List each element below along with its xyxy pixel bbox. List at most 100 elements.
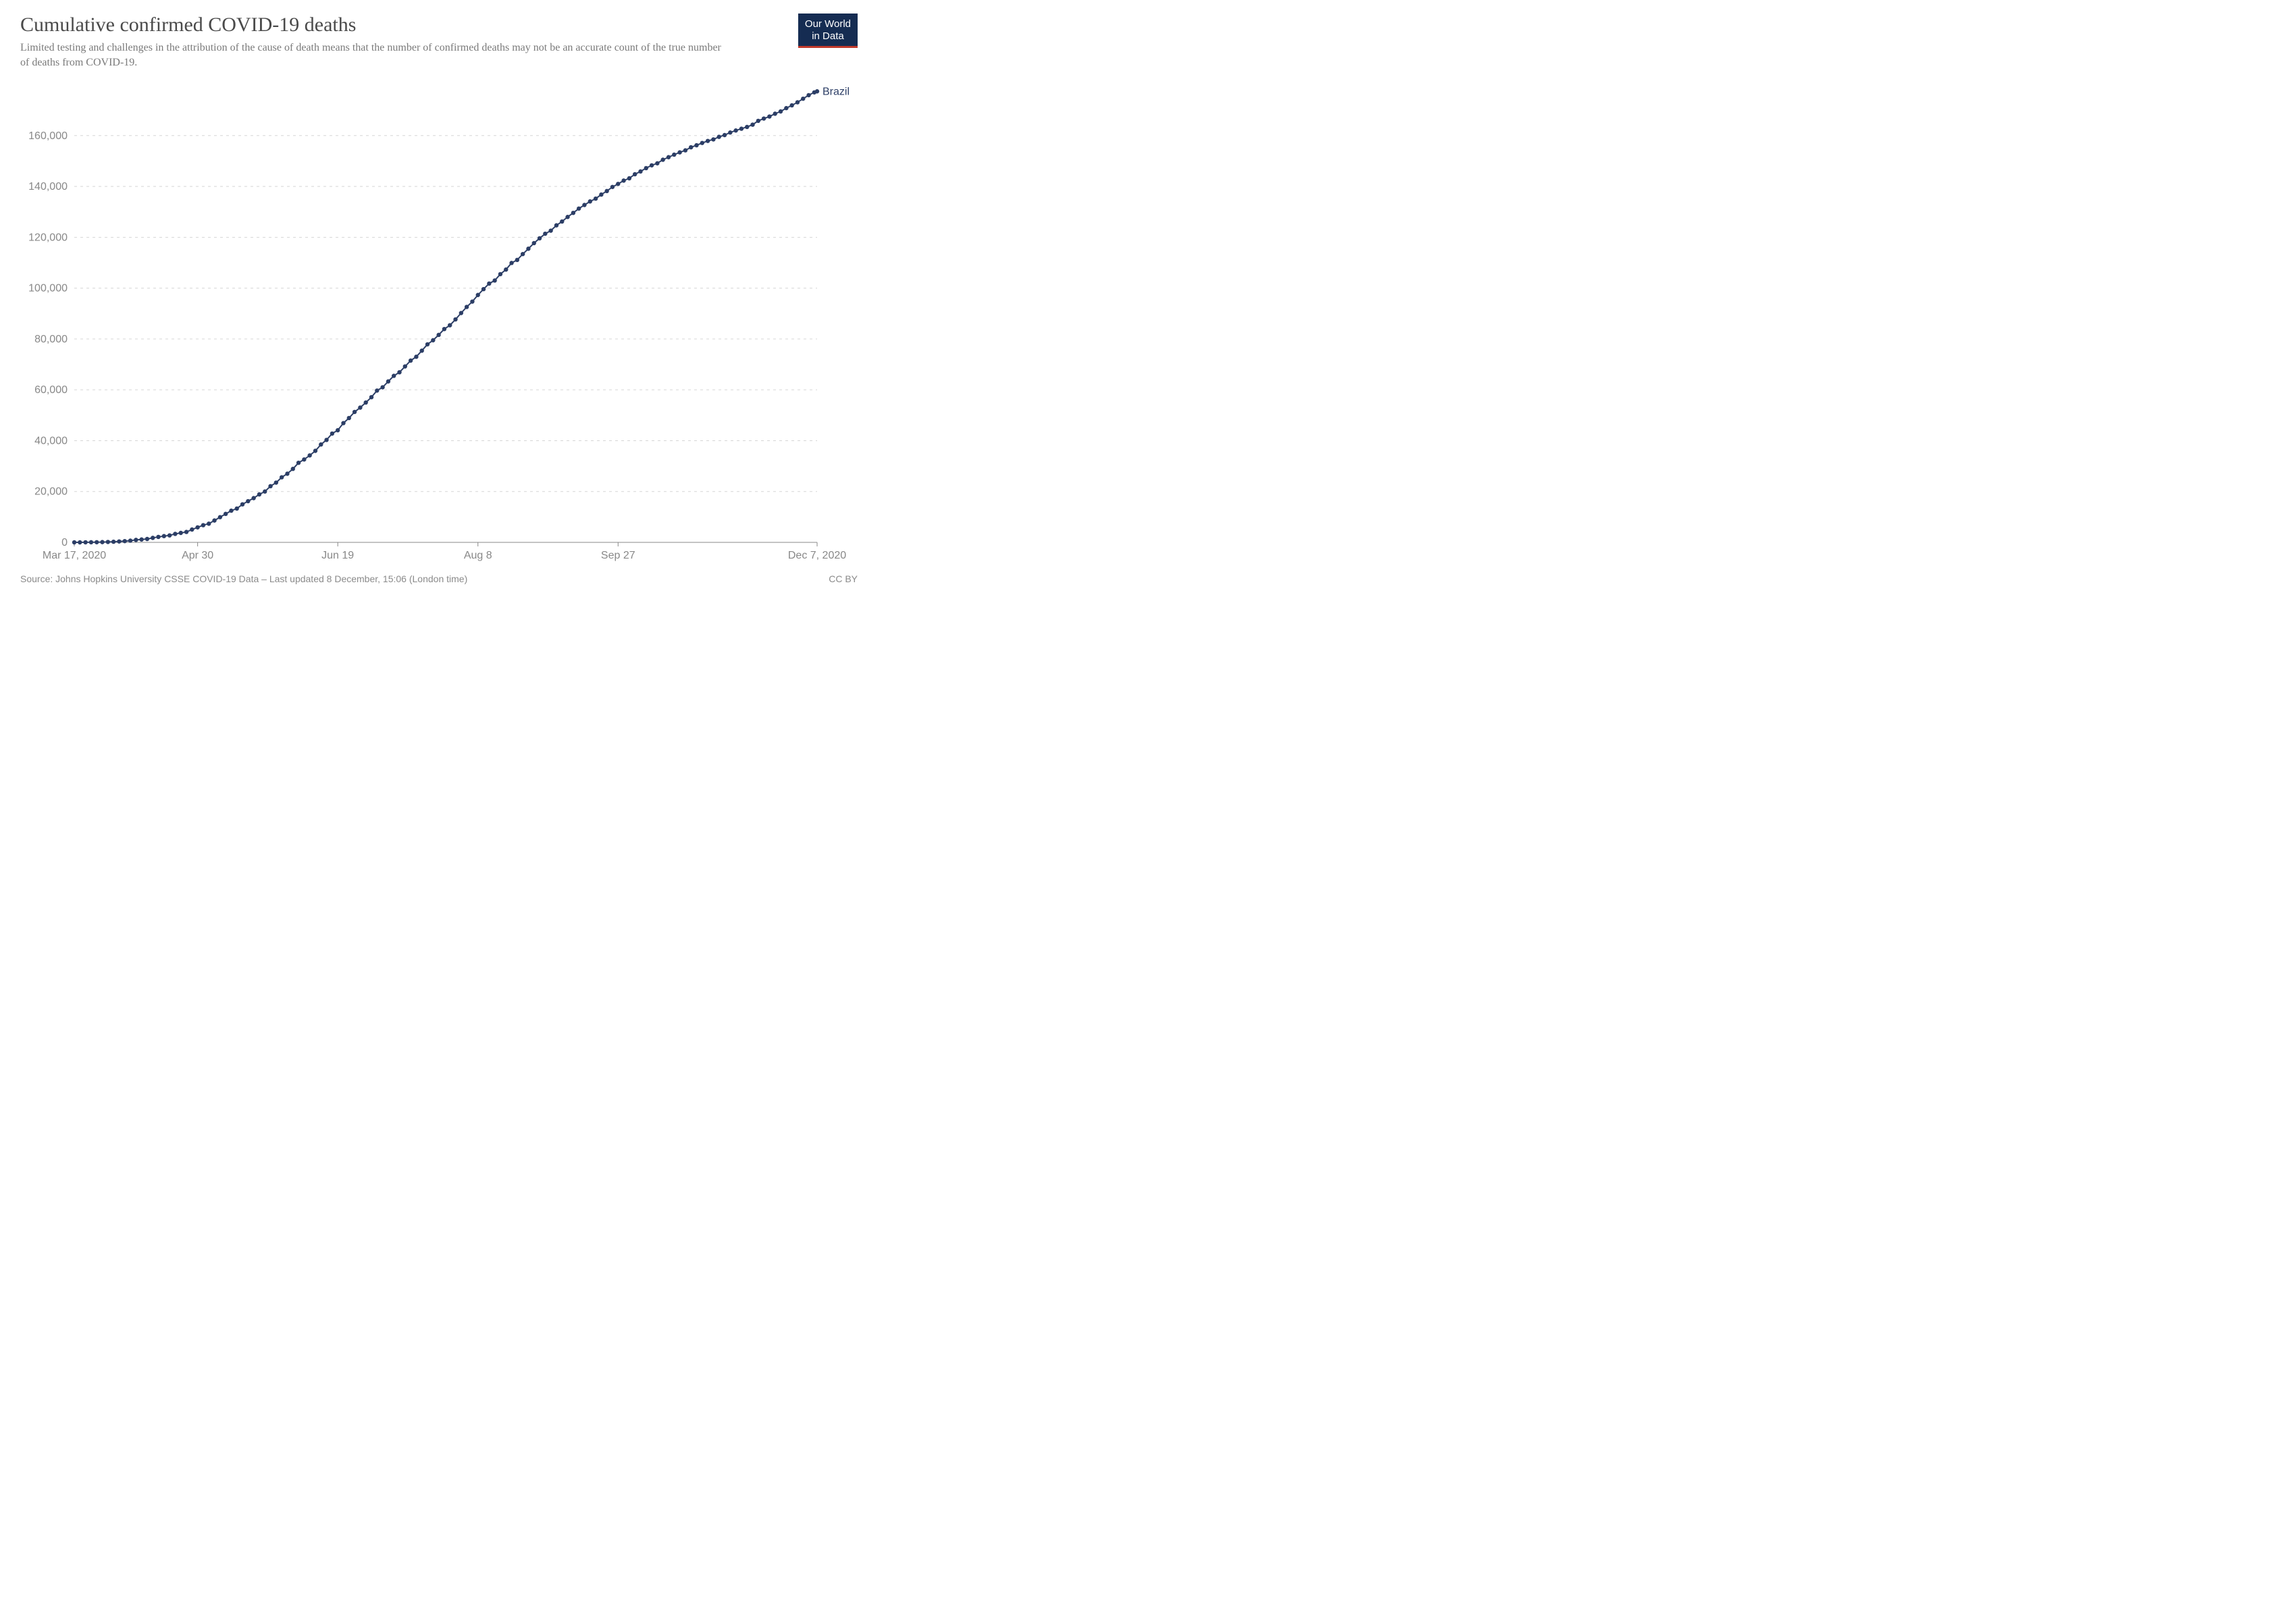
chart-footer: Source: Johns Hopkins University CSSE CO… [20,573,858,584]
series-marker [207,521,211,525]
series-marker [218,515,222,519]
series-marker [633,172,637,176]
series-marker [128,538,132,542]
series-marker [134,538,138,542]
series-marker [711,137,715,141]
series-marker [717,134,721,138]
series-marker [190,528,194,532]
source-text: Source: Johns Hopkins University CSSE CO… [20,573,467,584]
series-marker [229,509,233,513]
series-marker [403,364,407,368]
series-marker [453,317,457,321]
series-marker [123,539,127,543]
series-marker [756,119,760,123]
series-marker [78,540,82,544]
series-marker [363,401,367,405]
series-marker [100,540,104,544]
series-marker [694,143,698,147]
logo-line1: Our World [805,18,851,30]
series-marker [280,475,284,479]
series-marker [616,182,620,186]
series-marker [565,215,569,219]
series-marker [369,395,373,399]
series-marker [683,148,687,152]
series-marker [151,536,155,540]
series-marker [554,223,558,227]
x-tick-label: Aug 8 [464,550,492,561]
series-marker [644,166,648,170]
series-marker [504,267,508,272]
series-marker [235,507,239,511]
series-marker [436,332,440,336]
series-marker [801,97,805,101]
series-marker [380,385,384,389]
series-marker [767,114,771,118]
series-marker [784,106,788,110]
series-marker [167,533,172,537]
y-tick-label: 160,000 [28,130,68,142]
series-marker [481,287,486,291]
series-marker [543,232,547,236]
series-marker [806,93,810,97]
series-marker [739,126,743,130]
chart-title: Cumulative confirmed COVID-19 deaths [20,14,858,36]
series-marker [89,540,93,544]
chart-subtitle: Limited testing and challenges in the at… [20,41,729,71]
series-marker [728,130,732,134]
y-tick-label: 80,000 [34,334,68,345]
series-marker [577,206,581,210]
y-tick-label: 100,000 [28,282,68,294]
series-marker [745,125,749,129]
series-marker [560,220,564,224]
series-marker [487,281,491,285]
series-marker [173,532,177,536]
series-marker [212,518,216,522]
series-marker [448,323,452,327]
series-marker [492,278,496,282]
series-marker [72,540,76,544]
series-marker [251,496,255,500]
series-marker [677,150,681,154]
series-marker [353,409,357,413]
chart-header: Cumulative confirmed COVID-19 deaths Lim… [20,14,858,71]
x-tick-label: Apr 30 [182,550,213,561]
series-marker [582,203,586,207]
series-marker [240,502,244,506]
series-marker [795,100,800,104]
owid-logo: Our World in Data [798,14,858,48]
series-marker [386,379,390,383]
series-marker [700,140,704,145]
y-tick-label: 120,000 [28,232,68,243]
series-marker [307,453,311,457]
y-tick-label: 40,000 [34,435,68,446]
series-marker [548,228,552,232]
series-marker [341,421,345,425]
license-text: CC BY [829,573,858,584]
x-tick-label: Jun 19 [321,550,354,561]
series-marker [667,155,671,159]
series-marker [532,241,536,245]
series-marker [465,305,469,309]
series-marker [409,358,413,362]
series-marker [274,480,278,484]
series-marker [498,272,502,276]
series-marker [706,138,710,143]
series-marker [594,197,598,201]
series-marker [779,109,783,113]
series-marker [588,199,592,203]
series-marker [815,89,819,93]
series-marker [610,184,615,188]
series-marker [627,176,631,180]
series-marker [397,370,401,374]
series-marker [179,531,183,535]
series-marker [263,489,267,493]
series-marker [324,438,328,442]
y-tick-label: 60,000 [34,384,68,396]
series-marker [296,461,301,465]
series-marker [425,342,429,346]
series-marker [375,388,379,392]
series-line-brazil [74,91,817,542]
series-marker [111,540,115,544]
series-marker [571,211,575,215]
series-marker [476,292,480,297]
